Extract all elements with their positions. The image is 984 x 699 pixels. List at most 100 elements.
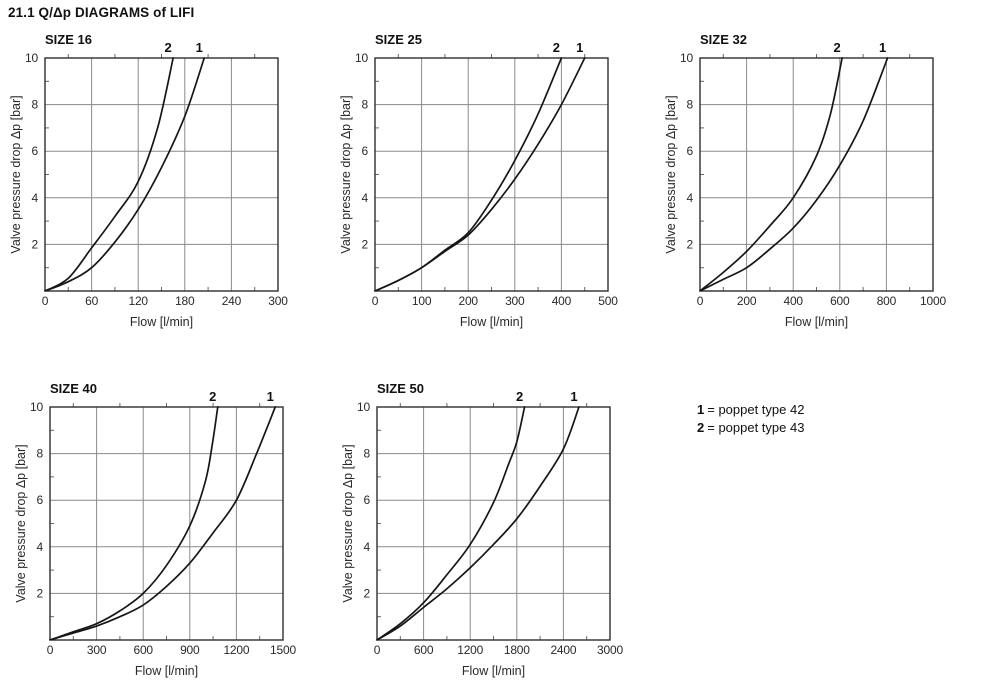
x-tick-label: 600 xyxy=(830,294,850,308)
chart-title: SIZE 16 xyxy=(45,32,92,47)
curve-label-2: 2 xyxy=(834,40,841,55)
y-tick-label: 6 xyxy=(687,144,694,158)
y-tick-label: 2 xyxy=(362,237,369,251)
curve-label-1: 1 xyxy=(879,40,886,55)
x-tick-label: 1500 xyxy=(270,643,296,657)
x-tick-label: 1200 xyxy=(223,643,249,657)
y-tick-label: 6 xyxy=(32,144,39,158)
chart-size-40: SIZE 40 1 2 0 300 600 900 1200 1500 2 4 6 8 10 Flow [l… xyxy=(14,377,344,689)
y-tick-label: 2 xyxy=(364,586,371,600)
legend-item-1: 1 = poppet type 42 xyxy=(697,401,804,419)
curve-legend: 1 = poppet type 42 2 = poppet type 43 xyxy=(697,401,804,437)
curve-2 xyxy=(699,57,843,292)
x-axis-label: Flow [l/min] xyxy=(135,664,198,678)
chart-title: SIZE 32 xyxy=(700,32,747,47)
y-tick-label: 2 xyxy=(32,237,39,251)
chart-size-16: SIZE 16 1 2 0 60 120 180 240 300 2 4 6 8 10 Flow [l/mi… xyxy=(9,28,339,340)
plot-frame xyxy=(44,57,279,292)
x-tick-label: 240 xyxy=(222,294,242,308)
y-tick-label: 10 xyxy=(357,400,370,414)
chart-svg: SIZE 40 1 2 0 300 600 900 1200 1500 2 4 6 8 10 Flow [l… xyxy=(14,381,297,678)
curve-1 xyxy=(49,406,277,641)
y-tick-label: 8 xyxy=(32,98,39,112)
curve-label-2: 2 xyxy=(516,389,523,404)
y-axis-label: Valve pressure drop Δp [bar] xyxy=(14,444,28,602)
x-tick-label: 60 xyxy=(85,294,98,308)
x-tick-label: 800 xyxy=(877,294,897,308)
x-tick-label: 200 xyxy=(458,294,478,308)
y-tick-label: 4 xyxy=(37,540,44,554)
curve-label-2: 2 xyxy=(165,40,172,55)
x-tick-label: 3000 xyxy=(597,643,623,657)
curve-label-2: 2 xyxy=(209,389,216,404)
curve-2 xyxy=(376,406,526,641)
legend-key-1: 1 xyxy=(697,402,705,417)
y-tick-label: 10 xyxy=(355,51,368,65)
chart-title: SIZE 25 xyxy=(375,32,422,47)
y-tick-label: 4 xyxy=(687,191,694,205)
chart-svg: SIZE 32 1 2 0 200 400 600 800 1000 2 4 6 8 10 Flow [l/… xyxy=(664,32,947,329)
x-tick-label: 1200 xyxy=(457,643,483,657)
x-tick-label: 300 xyxy=(268,294,288,308)
curve-label-1: 1 xyxy=(267,389,274,404)
y-tick-label: 4 xyxy=(32,191,39,205)
curve-label-2: 2 xyxy=(553,40,560,55)
chart-size-50: SIZE 50 1 2 0 600 1200 1800 2400 3000 2 4 6 8 10 Flow … xyxy=(341,377,671,689)
curve-2 xyxy=(49,406,219,641)
x-tick-label: 400 xyxy=(552,294,572,308)
x-tick-label: 600 xyxy=(133,643,153,657)
chart-title: SIZE 50 xyxy=(377,381,424,396)
x-tick-label: 300 xyxy=(505,294,525,308)
x-tick-label: 500 xyxy=(598,294,618,308)
x-tick-label: 120 xyxy=(128,294,148,308)
y-tick-label: 8 xyxy=(362,98,369,112)
x-tick-label: 400 xyxy=(783,294,803,308)
x-tick-label: 0 xyxy=(374,643,381,657)
plot-frame xyxy=(374,57,609,292)
y-tick-label: 8 xyxy=(37,447,44,461)
curve-1 xyxy=(44,57,206,292)
y-axis-label: Valve pressure drop Δp [bar] xyxy=(339,95,353,253)
x-tick-label: 600 xyxy=(414,643,434,657)
y-tick-label: 8 xyxy=(687,98,694,112)
x-tick-label: 100 xyxy=(412,294,432,308)
y-tick-label: 8 xyxy=(364,447,371,461)
y-tick-label: 4 xyxy=(362,191,369,205)
curve-1 xyxy=(699,57,889,292)
y-tick-label: 6 xyxy=(362,144,369,158)
y-tick-label: 4 xyxy=(364,540,371,554)
curve-1 xyxy=(374,57,586,292)
x-axis-label: Flow [l/min] xyxy=(462,664,525,678)
x-tick-label: 2400 xyxy=(550,643,576,657)
x-tick-label: 0 xyxy=(42,294,49,308)
plot-frame xyxy=(49,406,284,641)
curve-label-1: 1 xyxy=(576,40,583,55)
legend-item-2: 2 = poppet type 43 xyxy=(697,419,804,437)
x-axis-label: Flow [l/min] xyxy=(785,315,848,329)
y-tick-label: 6 xyxy=(37,493,44,507)
y-tick-label: 10 xyxy=(680,51,693,65)
plot-frame xyxy=(376,406,611,641)
x-tick-label: 900 xyxy=(180,643,200,657)
curve-label-1: 1 xyxy=(196,40,203,55)
plot-frame xyxy=(699,57,934,292)
x-tick-label: 0 xyxy=(372,294,379,308)
y-tick-label: 10 xyxy=(25,51,38,65)
x-axis-label: Flow [l/min] xyxy=(460,315,523,329)
y-axis-label: Valve pressure drop Δp [bar] xyxy=(341,444,355,602)
chart-size-32: SIZE 32 1 2 0 200 400 600 800 1000 2 4 6 8 10 Flow [l/… xyxy=(664,28,984,340)
y-tick-label: 2 xyxy=(37,586,44,600)
x-tick-label: 1800 xyxy=(504,643,530,657)
chart-title: SIZE 40 xyxy=(50,381,97,396)
x-tick-label: 1000 xyxy=(920,294,946,308)
x-tick-label: 180 xyxy=(175,294,195,308)
curve-2 xyxy=(44,57,174,292)
legend-text-2: = poppet type 43 xyxy=(707,420,805,435)
curve-label-1: 1 xyxy=(570,389,577,404)
x-tick-label: 200 xyxy=(737,294,757,308)
y-tick-label: 10 xyxy=(30,400,43,414)
curve-2 xyxy=(374,57,563,292)
x-tick-label: 0 xyxy=(697,294,704,308)
